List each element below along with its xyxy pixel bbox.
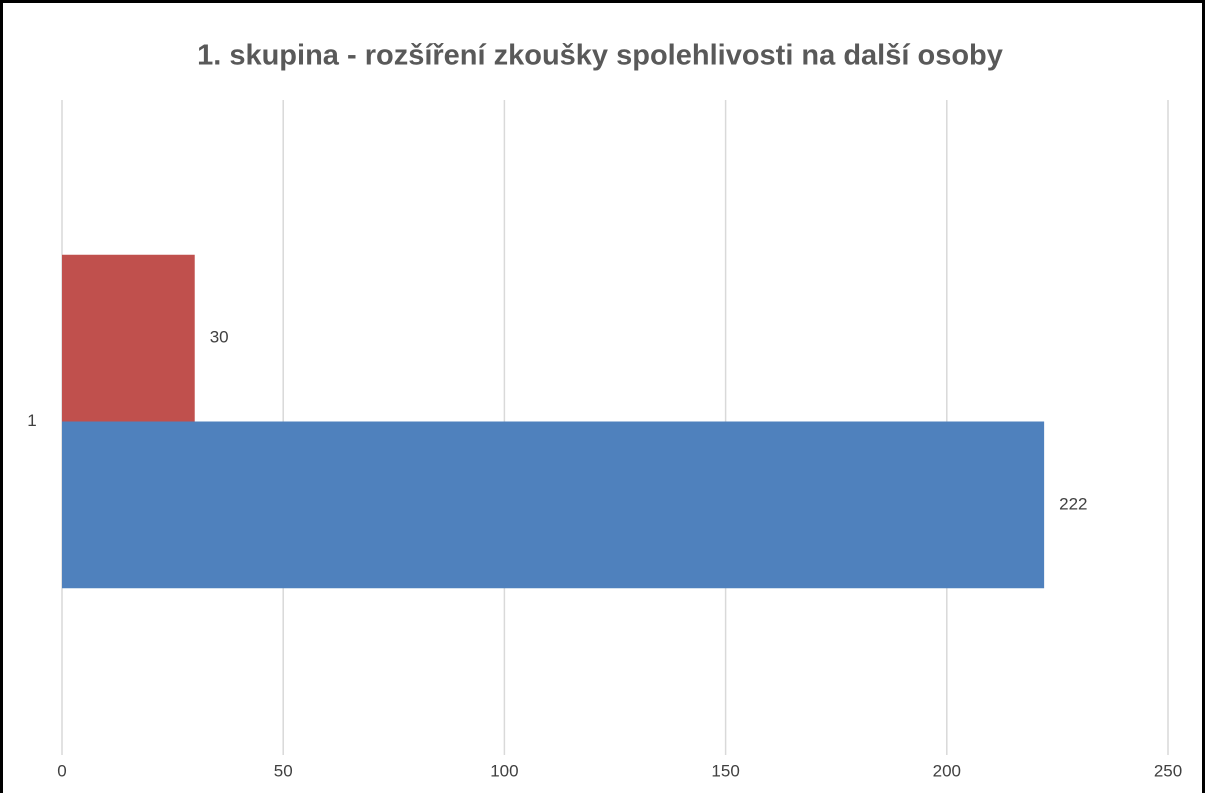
x-tick-label: 250 (1154, 761, 1182, 780)
bar (62, 254, 195, 422)
x-tick-label: 0 (57, 761, 66, 780)
x-tick-label: 50 (274, 761, 293, 780)
y-tick-label: 1 (27, 411, 36, 430)
x-tick-label: 200 (933, 761, 961, 780)
x-tick-label: 150 (711, 761, 739, 780)
data-label: 222 (1059, 494, 1087, 513)
x-tick-label: 100 (490, 761, 518, 780)
data-label: 30 (210, 328, 229, 347)
bar (62, 421, 1045, 589)
chart-title: 1. skupina - rozšíření zkoušky spolehliv… (197, 40, 1003, 72)
